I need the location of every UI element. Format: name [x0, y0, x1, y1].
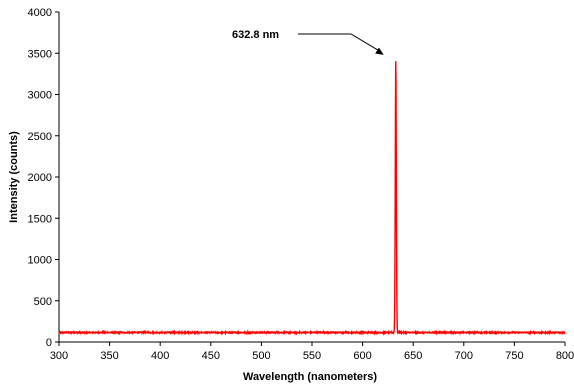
y-tick-label: 500 [34, 296, 52, 308]
peak-annotation-label: 632.8 nm [232, 29, 279, 41]
x-tick-label: 300 [50, 350, 68, 362]
spectrum-series-line [58, 61, 566, 336]
peak-annotation-arrowhead [375, 47, 384, 55]
x-tick-label: 450 [202, 350, 220, 362]
x-tick-label: 400 [151, 350, 169, 362]
x-tick-label: 350 [100, 350, 118, 362]
y-tick-label: 1500 [28, 213, 52, 225]
y-tick-label: 2500 [28, 131, 52, 143]
x-tick-label: 800 [556, 350, 574, 362]
x-axis-ticks: 300 350 400 450 500 550 600 650 700 750 800 [50, 342, 574, 362]
x-tick-label: 700 [455, 350, 473, 362]
y-tick-label: 1000 [28, 255, 52, 267]
peak-annotation: 632.8 nm [232, 29, 384, 55]
x-axis-title: Wavelength (nanometers) [243, 371, 377, 383]
x-tick-label: 600 [353, 350, 371, 362]
y-tick-label: 3500 [28, 48, 52, 60]
x-tick-label: 550 [303, 350, 321, 362]
y-axis-ticks: 0 500 1000 1500 2000 2500 3000 3500 4000 [28, 7, 59, 349]
x-tick-label: 650 [404, 350, 422, 362]
y-tick-label: 2000 [28, 172, 52, 184]
y-tick-label: 3000 [28, 90, 52, 102]
y-tick-label: 0 [46, 337, 52, 349]
x-tick-label: 500 [252, 350, 270, 362]
peak-annotation-leader-line [298, 33, 382, 53]
x-tick-label: 750 [505, 350, 523, 362]
y-axis-title: Intensity (counts) [8, 131, 20, 223]
y-tick-label: 4000 [28, 7, 52, 19]
